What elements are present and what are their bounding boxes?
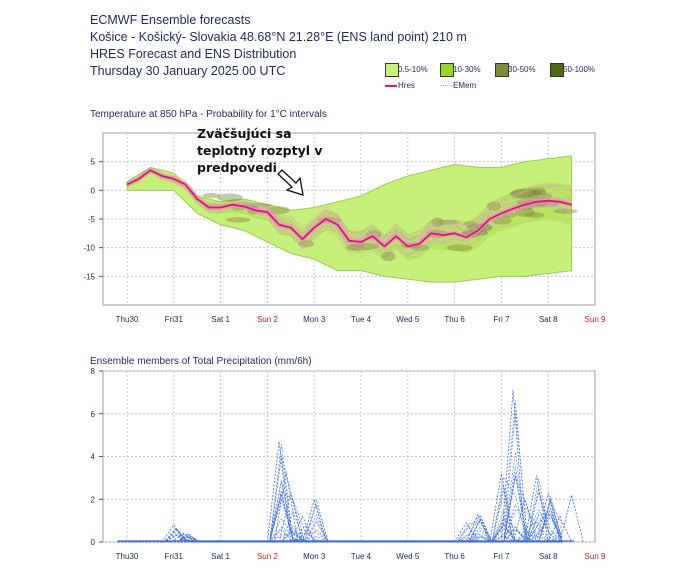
- precip-ens-member: [117, 491, 563, 543]
- header-date: Thursday 30 January 2025 00 UTC: [90, 64, 286, 78]
- precip-peak-member: [489, 473, 514, 543]
- precip-peak-member: [465, 513, 491, 543]
- temp-ens-member: [126, 169, 572, 256]
- precip-peak-member: [290, 515, 315, 543]
- precip-peak-member: [524, 475, 549, 543]
- temp-band-30-50: [446, 244, 473, 252]
- temp-band-30-50: [525, 187, 546, 194]
- temp-band-30-50: [524, 212, 545, 219]
- temp-band-30-50: [216, 193, 243, 202]
- precip-xtick-label: Sat 8: [539, 552, 558, 561]
- temp-xtick-label: Thu 6: [444, 315, 465, 324]
- legend-swatch-0-10: [385, 63, 399, 77]
- temp-xtick-label: Wed 5: [396, 315, 420, 324]
- precip-ytick-label: 2: [91, 495, 96, 504]
- temp-ens-member: [126, 170, 572, 262]
- temp-band-30-50: [492, 216, 512, 225]
- temp-xtick-label: Mon 3: [303, 315, 326, 324]
- temp-xtick-label: Tue 4: [351, 315, 372, 324]
- temp-xtick-label: Sat 8: [539, 315, 558, 324]
- precip-xtick-label: Thu30: [116, 552, 139, 561]
- temp-band-30-50: [532, 189, 547, 197]
- legend-label-30-50: 30-50%: [508, 65, 536, 74]
- legend-swatch-50-100: [550, 63, 564, 77]
- spread-annotation: Zväčšujúci sa teplotný rozptyl v predpov…: [197, 126, 323, 175]
- header-location: Košice - Košický- Slovakia 48.68°N 21.28…: [90, 30, 467, 44]
- legend-emem-line: [440, 85, 452, 86]
- temp-xtick-label: Fri31: [165, 315, 184, 324]
- temp-envelope-0-10: [126, 155, 573, 283]
- legend-hres-line: [385, 85, 397, 87]
- precip-xtick-label: Sun 2: [257, 552, 278, 561]
- precip-chart-title: Ensemble members of Total Precipitation …: [90, 356, 312, 367]
- precip-peak-member: [559, 494, 584, 543]
- legend-label-50-100: 50-100%: [563, 65, 596, 74]
- precip-ens-member: [117, 494, 563, 543]
- temp-ens-member: [126, 170, 572, 257]
- temp-band-30-50: [553, 208, 578, 214]
- legend-hres-label: Hres: [398, 81, 415, 90]
- precip-peak-member: [501, 390, 526, 543]
- precip-peak-member: [274, 471, 299, 543]
- precip-ytick-label: 4: [91, 453, 96, 462]
- temp-band-30-50: [486, 201, 502, 211]
- precip-ytick-label: 8: [91, 367, 96, 376]
- temp-ytick-label: 5: [91, 158, 96, 167]
- temp-ytick-label: -5: [88, 215, 96, 224]
- legend-swatch-30-50: [495, 63, 509, 77]
- precip-peak-member: [171, 533, 196, 543]
- temp-ytick-label: 0: [91, 186, 96, 195]
- precip-xtick-label: Fri31: [165, 552, 184, 561]
- temperature-chart-title: Temperature at 850 hPa - Probability for…: [90, 109, 327, 120]
- header-product: HRES Forecast and ENS Distribution: [90, 47, 297, 61]
- temp-ytick-label: -15: [83, 272, 95, 281]
- temp-xtick-label: Thu30: [116, 315, 139, 324]
- temp-xtick-label: Sun 9: [585, 315, 606, 324]
- temp-xtick-label: Sat 1: [211, 315, 230, 324]
- precip-xtick-label: Sun 9: [585, 552, 606, 561]
- precip-xtick-label: Tue 4: [351, 552, 372, 561]
- precip-peak-member: [512, 497, 537, 543]
- precip-peak-member: [302, 497, 327, 543]
- precip-peak-member: [454, 522, 479, 543]
- precip-ytick-label: 6: [91, 410, 96, 419]
- temp-hres-line: [126, 169, 572, 248]
- legend-emem-label: EMem: [453, 81, 477, 90]
- precip-xtick-label: Sat 1: [211, 552, 230, 561]
- precip-peak-member: [547, 515, 572, 543]
- header-title: ECMWF Ensemble forecasts: [90, 13, 251, 27]
- temp-xtick-label: Sun 2: [257, 315, 278, 324]
- precip-xtick-label: Wed 5: [396, 552, 420, 561]
- temp-band-30-50: [297, 239, 315, 248]
- temp-band-30-50: [515, 207, 535, 217]
- temp-xtick-label: Fri 7: [493, 315, 510, 324]
- precip-ytick-label: 0: [91, 538, 96, 547]
- precip-xtick-label: Mon 3: [303, 552, 326, 561]
- temp-band-30-50: [431, 217, 444, 227]
- temp-band-30-50: [226, 217, 251, 223]
- legend-label-10-30: 10-30%: [453, 65, 481, 74]
- precip-xtick-label: Fri 7: [493, 552, 510, 561]
- temp-ytick-label: -10: [83, 244, 95, 253]
- precip-peak-member: [267, 441, 292, 543]
- legend-swatch-10-30: [440, 63, 454, 77]
- temp-band-30-50: [202, 192, 221, 199]
- precip-xtick-label: Thu 6: [444, 552, 465, 561]
- legend-label-0-10: 0.5-10%: [398, 65, 428, 74]
